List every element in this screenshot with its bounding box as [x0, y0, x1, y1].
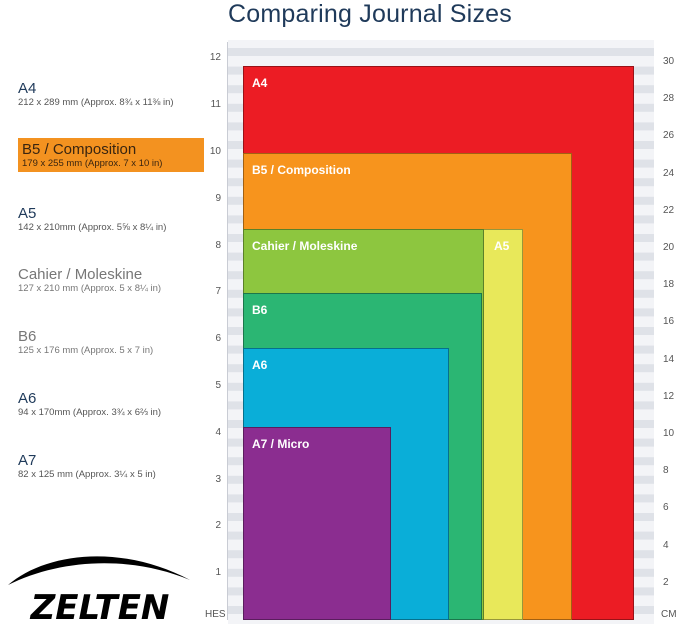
cm-tick-label: 12 — [663, 390, 675, 402]
legend-item: A7 82 x 125 mm (Approx. 3¼ x 5 in) — [18, 452, 204, 480]
cm-tick-label: 8 — [663, 465, 669, 477]
cm-tick-label: 4 — [663, 539, 669, 551]
inch-tick-label: 8 — [215, 239, 221, 251]
inch-tick-label: 7 — [215, 286, 221, 298]
sheet-label: B6 — [252, 302, 268, 317]
legend-size-dimensions: 142 x 210mm (Approx. 5⅝ x 8¼ in) — [18, 222, 167, 233]
inch-tick-label: 5 — [215, 380, 221, 392]
inch-axis-line — [227, 42, 228, 620]
inch-tick-label: 3 — [215, 473, 221, 485]
legend-item: A6 94 x 170mm (Approx. 3¾ x 6⅔ in) — [18, 390, 204, 418]
ruler-stripe — [228, 48, 654, 56]
cm-tick-label: 28 — [663, 93, 675, 105]
sheet-label: A7 / Micro — [252, 436, 310, 451]
legend-size-name: A6 — [18, 390, 37, 407]
legend-size-name: B5 / Composition — [22, 141, 137, 158]
legend-size-name: A5 — [18, 205, 37, 222]
sheet-label: A4 — [252, 75, 268, 90]
cm-unit-label: CM — [661, 609, 677, 620]
inch-tick-label: 12 — [209, 52, 221, 64]
cm-tick-label: 26 — [663, 130, 675, 142]
zelten-logo: ZELTEN — [8, 556, 190, 624]
brand-wordmark: ZELTEN — [30, 588, 170, 624]
cm-tick-label: 20 — [663, 242, 675, 253]
legend-item: Cahier / Moleskine 127 x 210 mm (Approx. … — [18, 266, 204, 294]
sheet-a7-micro: A7 / Micro — [243, 426, 391, 620]
inch-tick-label: 1 — [215, 567, 221, 579]
legend-size-dimensions: 127 x 210 mm (Approx. 5 x 8¼ in) — [18, 283, 162, 294]
cm-tick-label: 6 — [663, 502, 669, 514]
sheet-label: B5 / Composition — [252, 163, 351, 178]
cm-tick-label: 24 — [663, 167, 675, 179]
inch-unit-label: HES — [205, 609, 226, 620]
legend-size-name: A7 — [18, 452, 37, 469]
inch-tick-label: 11 — [210, 99, 221, 111]
legend-size-name: Cahier / Moleskine — [18, 266, 143, 283]
legend-size-name: B6 — [18, 328, 37, 345]
inch-tick-label: 9 — [215, 192, 221, 204]
size-comparison-board: A4 B5 / Composition A5 Cahier / Moleskine B6… — [228, 40, 654, 624]
legend-size-name: A4 — [18, 80, 37, 97]
legend-size-dimensions: 179 x 255 mm (Approx. 7 x 10 in) — [22, 158, 163, 169]
cm-tick-label: 18 — [663, 279, 675, 291]
cm-tick-label: 16 — [663, 316, 675, 328]
inch-tick-label: 10 — [209, 146, 221, 158]
cm-tick-label: 2 — [663, 576, 669, 588]
sheet-label: A6 — [252, 358, 268, 373]
legend-size-dimensions: 82 x 125 mm (Approx. 3¼ x 5 in) — [18, 469, 156, 480]
legend-item: B6 125 x 176 mm (Approx. 5 x 7 in) — [18, 328, 204, 356]
inch-tick-label: 6 — [215, 333, 221, 345]
inch-tick-label: 2 — [215, 520, 221, 532]
legend-size-dimensions: 212 x 289 mm (Approx. 8¾ x 11⅜ in) — [18, 97, 174, 108]
sheet-label: A5 — [494, 239, 510, 254]
cm-tick-label: 22 — [663, 204, 675, 216]
page-title: Comparing Journal Sizes — [228, 0, 512, 28]
legend-size-dimensions: 125 x 176 mm (Approx. 5 x 7 in) — [18, 345, 154, 356]
sheet-label: Cahier / Moleskine — [252, 239, 358, 254]
cm-tick-label: 30 — [663, 56, 675, 67]
inch-tick-label: 4 — [215, 426, 221, 438]
legend-size-dimensions: 94 x 170mm (Approx. 3¾ x 6⅔ in) — [18, 407, 162, 418]
cm-tick-label: 10 — [663, 428, 675, 439]
legend-item: A4 212 x 289 mm (Approx. 8¾ x 11⅜ in) — [18, 80, 204, 108]
legend-item: B5 / Composition 179 x 255 mm (Approx. 7 … — [18, 138, 204, 172]
cm-tick-label: 14 — [663, 353, 675, 365]
legend-item: A5 142 x 210mm (Approx. 5⅝ x 8¼ in) — [18, 205, 204, 233]
